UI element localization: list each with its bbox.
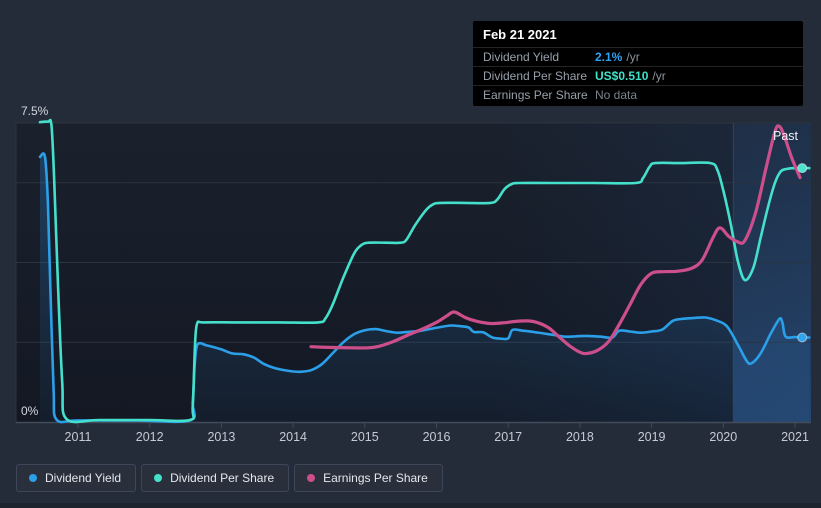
x-axis-tick-label: 2013: [207, 430, 236, 444]
legend-dot-icon: [307, 474, 316, 482]
x-axis-tick-label: 2016: [422, 430, 451, 444]
x-axis-tick-label: 2012: [135, 430, 164, 444]
legend-dot-icon: [29, 474, 37, 482]
legend-item-earnings-per-share[interactable]: Earnings Per Share: [294, 464, 443, 492]
legend-item-label: Dividend Yield: [45, 471, 122, 485]
tooltip-row-label: Dividend Yield: [483, 50, 560, 64]
x-axis-tick-label: 2019: [637, 430, 666, 444]
x-axis-tick-label: 2015: [350, 430, 379, 444]
x-axis-tick-label: 2018: [565, 430, 594, 444]
x-axis-tick-label: 2014: [279, 430, 307, 444]
legend: Dividend Yield Dividend Per Share Earnings…: [16, 464, 443, 492]
legend-item-dividend-yield[interactable]: Dividend Yield: [16, 464, 137, 492]
bottom-edge-strip: [0, 503, 821, 508]
y-axis-label-max: 7.5%: [21, 104, 49, 118]
legend-dot-icon: [154, 474, 163, 482]
x-axis-tick-label: 2011: [64, 430, 92, 444]
tooltip-row: Dividend Per Share US$0.510/yr: [473, 66, 803, 85]
tooltip-row: Earnings Per Share No data: [473, 85, 803, 104]
legend-item-label: Earnings Per Share: [323, 471, 428, 485]
yield-end-marker: [797, 332, 808, 343]
x-axis-tick-label: 2021: [781, 430, 809, 444]
tooltip-date: Feb 21 2021: [483, 27, 557, 42]
tooltip-row-value: US$0.510: [595, 69, 649, 83]
tooltip-row-unit: /yr: [626, 50, 640, 64]
legend-item-label: Dividend Per Share: [170, 471, 275, 485]
tooltip-row: Dividend Yield 2.1%/yr: [473, 47, 803, 66]
past-region-label: Past: [773, 129, 799, 143]
tooltip-row-unit: /yr: [652, 69, 666, 83]
tooltip-row-label: Dividend Per Share: [483, 69, 588, 83]
chart-tooltip: Feb 21 2021 Dividend Yield 2.1%/yr Dividen…: [473, 21, 803, 106]
x-axis-tick-label: 2017: [494, 430, 523, 444]
dps-end-marker: [797, 163, 808, 174]
tooltip-row-label: Earnings Per Share: [483, 88, 588, 102]
y-axis-label-min: 0%: [21, 404, 39, 418]
x-axis-tick-label: 2020: [709, 430, 738, 444]
tooltip-row-value: No data: [595, 88, 638, 102]
tooltip-row-value: 2.1%: [595, 50, 623, 64]
legend-item-dividend-per-share[interactable]: Dividend Per Share: [141, 464, 290, 492]
